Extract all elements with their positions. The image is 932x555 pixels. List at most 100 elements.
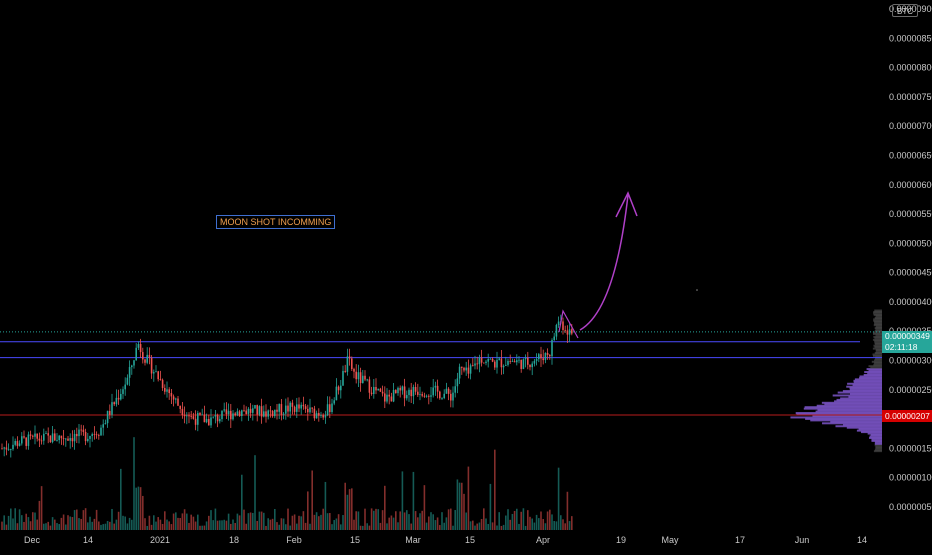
price-tick-label: 0.00000100 bbox=[889, 473, 932, 483]
candle-body bbox=[478, 357, 481, 365]
candle-body bbox=[571, 329, 573, 334]
currency-badge[interactable]: BTC bbox=[892, 4, 918, 17]
volume-bar bbox=[144, 518, 146, 530]
candle-body bbox=[122, 389, 124, 394]
time-axis[interactable]: Dec 14 2021 18 Feb 15 Mar 15 Apr 19 May 17 Jun 14 bbox=[24, 535, 867, 545]
candle-body bbox=[135, 347, 137, 361]
volume-bar bbox=[153, 515, 155, 530]
volume-profile-bar bbox=[864, 371, 882, 374]
candle-body bbox=[542, 358, 544, 361]
candle-body bbox=[12, 444, 14, 450]
volume-profile-bar bbox=[870, 366, 882, 369]
triangle-pattern-drawing[interactable] bbox=[558, 309, 579, 339]
volume-bar bbox=[54, 519, 56, 530]
volume-bar bbox=[355, 511, 357, 530]
candle-body bbox=[117, 397, 120, 400]
volume-bar bbox=[483, 508, 485, 530]
volume-bar bbox=[159, 519, 162, 530]
candle-body bbox=[538, 354, 540, 360]
volume-bar bbox=[542, 519, 544, 530]
price-tick-label: 0.00000300 bbox=[889, 356, 932, 366]
volume-bar bbox=[307, 491, 309, 530]
candle-body bbox=[150, 357, 153, 374]
candle-body bbox=[370, 392, 373, 394]
volume-bar bbox=[485, 518, 487, 530]
candle-body bbox=[263, 411, 265, 417]
candle-body bbox=[82, 429, 85, 432]
price-tick-label: 0.00000900 bbox=[889, 4, 932, 14]
volume-bar bbox=[401, 471, 404, 530]
volume-profile-bar bbox=[866, 368, 882, 371]
volume-bar bbox=[58, 524, 60, 530]
volume-bar bbox=[414, 511, 417, 530]
candle-body bbox=[476, 363, 478, 365]
volume-bar bbox=[373, 510, 375, 530]
volume-profile-bar bbox=[873, 450, 882, 453]
volume-profile-bar bbox=[872, 347, 882, 350]
volume-bar bbox=[188, 522, 190, 530]
volume-bar bbox=[78, 518, 80, 530]
volume-profile-bar bbox=[874, 343, 882, 346]
volume-bar bbox=[417, 517, 419, 530]
candle-body bbox=[199, 412, 201, 415]
volume-bar bbox=[80, 518, 82, 530]
candle-body bbox=[76, 433, 78, 437]
volume-bar bbox=[461, 482, 463, 530]
candle-body bbox=[133, 360, 135, 366]
volume-profile-bar bbox=[874, 441, 882, 444]
volume-bars bbox=[1, 437, 573, 530]
volume-bar bbox=[95, 509, 98, 530]
time-tick-label: 18 bbox=[229, 535, 239, 545]
volume-bar bbox=[128, 517, 131, 530]
candle-body bbox=[65, 438, 67, 440]
candle-body bbox=[62, 438, 65, 440]
volume-profile-bar bbox=[824, 403, 882, 406]
candle-body bbox=[128, 367, 131, 378]
candle-body bbox=[106, 410, 109, 424]
candle-body bbox=[483, 362, 485, 364]
volume-bar bbox=[326, 513, 329, 530]
volume-bar bbox=[377, 509, 379, 530]
volume-bar bbox=[375, 508, 377, 530]
volume-bar bbox=[7, 515, 10, 530]
candle-body bbox=[38, 438, 41, 441]
volume-profile-bar bbox=[873, 319, 882, 322]
volume-bar bbox=[45, 523, 47, 530]
volume-bar bbox=[98, 521, 100, 530]
candle-body bbox=[238, 411, 241, 416]
candle-body bbox=[527, 357, 529, 365]
candle-body bbox=[392, 390, 395, 402]
candle-body bbox=[373, 387, 375, 394]
volume-bar bbox=[265, 525, 267, 530]
candle-body bbox=[14, 441, 16, 445]
volume-bar bbox=[27, 517, 30, 530]
candle-body bbox=[456, 378, 459, 387]
annotation-text[interactable]: MOON SHOT INCOMMING bbox=[216, 215, 336, 229]
projection-arrow-curve[interactable] bbox=[579, 194, 629, 331]
candle-body bbox=[502, 365, 505, 368]
time-tick-label: Dec bbox=[24, 535, 41, 545]
candle-body bbox=[469, 365, 472, 374]
volume-profile-bar bbox=[874, 316, 882, 319]
candle-body bbox=[100, 427, 102, 436]
price-axis[interactable]: 0.00000900 0.00000850 0.00000800 0.00000750… bbox=[889, 4, 932, 512]
volume-bar bbox=[111, 508, 113, 530]
candle-body bbox=[153, 372, 155, 374]
candle-body bbox=[274, 409, 276, 417]
projection-arrow-head[interactable] bbox=[615, 191, 638, 218]
candle-body bbox=[126, 377, 129, 385]
candle-body bbox=[291, 402, 294, 407]
volume-profile-bar bbox=[860, 431, 882, 434]
candle-body bbox=[144, 359, 146, 363]
volume-bar bbox=[555, 521, 558, 530]
candle-body bbox=[183, 414, 186, 417]
volume-bar bbox=[208, 515, 210, 530]
candle-body bbox=[84, 431, 87, 442]
volume-bar bbox=[397, 522, 399, 530]
candle-body bbox=[320, 415, 322, 416]
candle-body bbox=[1, 448, 3, 450]
candle-body bbox=[137, 344, 140, 348]
volume-bar bbox=[256, 520, 258, 530]
